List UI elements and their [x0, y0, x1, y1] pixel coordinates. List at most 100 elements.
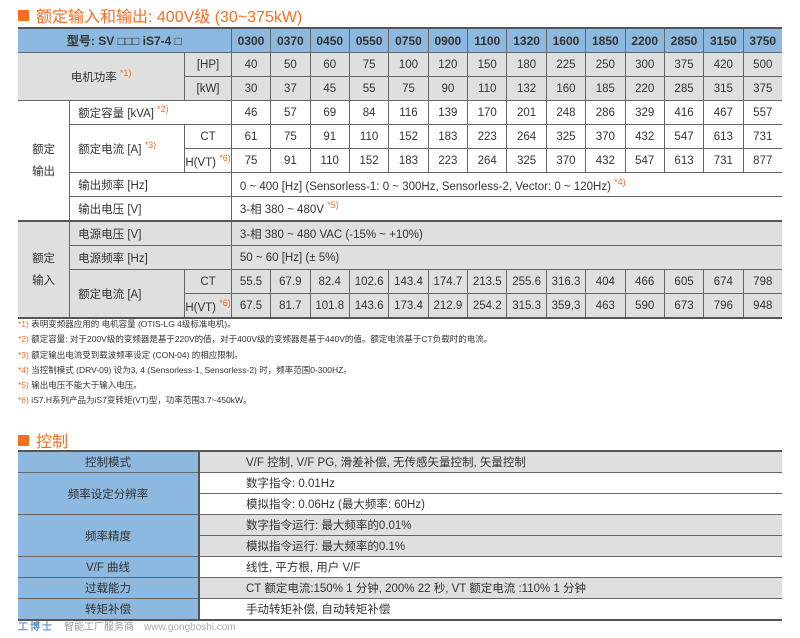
data-cell: 212.9: [427, 293, 469, 319]
data-cell: 796: [703, 293, 744, 319]
data-cell: 183: [427, 124, 469, 149]
watermark-brand: 工博士: [18, 622, 54, 633]
input-frequency-value-text: 50 ~ 60 [Hz] (± 5%): [239, 251, 340, 264]
section-title-text: 额定输入和输出: 400V级 (30~375kW): [36, 9, 303, 26]
row-kva: 额定 输出 额定容量 [kVA] *2) 46 57 69 84 116 139 170 201 24…: [18, 100, 782, 222]
data-cell: 201: [506, 100, 547, 125]
data-cell: 467: [703, 100, 744, 125]
input-current-label: 额定电流 [A]: [69, 269, 186, 319]
footnote-mark: *6): [219, 152, 231, 163]
watermark-logo: 工博士 智能工厂服务商 www.gongboshi.com: [18, 622, 236, 634]
footnote-mark: *6): [18, 395, 29, 406]
footnote-mark: *4): [18, 364, 29, 375]
data-cell: 91: [270, 148, 311, 173]
data-cell: 286: [585, 100, 626, 125]
input-voltage-value-text: 3-相 380 ~ 480 VAC (-15% ~ +10%): [239, 228, 423, 241]
footnote: *5) 输出电压不能大于输入电压。: [18, 378, 492, 393]
data-cell: 325: [506, 148, 547, 173]
data-cell: 315: [703, 76, 744, 101]
data-cell: 225: [545, 52, 587, 77]
control-row: 转矩补偿 手动转矩补偿, 自动转矩补偿: [18, 598, 782, 621]
model-header: 0450: [309, 27, 350, 53]
rating-table: 型号: SV □□□ iS7-4 □ 0300 0370 0450 0550 0750 09…: [18, 27, 782, 319]
data-cell: 798: [742, 269, 782, 294]
data-cell: 110: [348, 124, 390, 149]
data-cell: 315.3: [506, 293, 547, 319]
footnote-mark: *5): [327, 200, 339, 211]
group-line: 输入: [32, 274, 56, 287]
data-cell: 370: [585, 124, 626, 149]
footnote: *6) iS7.H系列产品为iS7变转矩(VT)型，功率范围3.7~450kW。: [18, 393, 492, 408]
output-current-label: 额定电流 [A] *3): [69, 124, 186, 173]
data-cell: 500: [742, 52, 782, 77]
data-cell: 69: [309, 100, 350, 125]
model-label: 型号: SV □□□ iS7-4 □: [18, 27, 232, 53]
data-cell: 466: [624, 269, 665, 294]
data-cell: 613: [703, 124, 744, 149]
square-bullet-icon: [18, 9, 29, 21]
data-cell: 254.2: [467, 293, 508, 319]
data-cell: 67.5: [230, 293, 272, 319]
data-cell: 605: [663, 269, 705, 294]
data-cell: 101.8: [309, 293, 350, 319]
model-header: 0370: [270, 27, 311, 53]
footnote-text: 额定容量: 对于200V级的变频器是基于220V的值，对于400V级的变频器是基…: [31, 334, 493, 345]
data-cell: 432: [585, 148, 626, 173]
data-cell: 547: [624, 148, 665, 173]
row-out-ct: 额定电流 [A] *3) CT 61 75 91 110 152 183 223 264 325 37…: [18, 124, 782, 173]
output-current-label-text: 额定电流 [A]: [78, 143, 142, 156]
control-value: 手动转矩补偿, 自动转矩补偿: [199, 598, 782, 621]
vt-label-text: H(VT): [185, 301, 216, 314]
vt-label-text: H(VT): [185, 156, 216, 169]
control-row: 频率精度 数字指令运行: 最大频率的0.01%: [18, 514, 782, 557]
watermark-url: www.gongboshi.com: [144, 622, 236, 633]
data-cell: 674: [703, 269, 744, 294]
data-cell: 329: [624, 100, 665, 125]
data-cell: 185: [585, 76, 626, 101]
data-cell: 139: [427, 100, 469, 125]
footnote-mark: *1): [18, 319, 29, 329]
model-header: 3150: [703, 27, 744, 53]
data-cell: 81.7: [270, 293, 311, 319]
data-cell: 55: [348, 76, 390, 101]
square-bullet-icon: [18, 434, 29, 446]
vt-label: H(VT) *6): [184, 148, 232, 173]
data-cell: 55.5: [230, 269, 272, 294]
data-cell: 75: [270, 124, 311, 149]
output-voltage-label-text: 输出电压 [V]: [78, 203, 142, 216]
footnote: *4) 当控制模式 (DRV-09) 设为3, 4 (Sensorless-1,…: [18, 363, 492, 378]
row-kw: [kW] 30 37 45 55 75 90 110 132 160 185 220 285 315 375: [18, 76, 782, 101]
footnote-mark: *2): [18, 334, 29, 345]
output-voltage-label: 输出电压 [V]: [69, 196, 232, 222]
data-cell: 110: [309, 148, 350, 173]
output-frequency-label: 输出频率 [Hz]: [69, 172, 232, 197]
input-voltage-label: 电源电压 [V]: [69, 220, 232, 246]
model-header: 1600: [545, 27, 587, 53]
output-voltage-value: 3-相 380 ~ 480V *5): [230, 196, 782, 222]
data-cell: 255.6: [506, 269, 547, 294]
footnote-text: 表明变频器应用的 电机容量 (OTIS-LG 4级标准电机)。: [31, 319, 236, 329]
data-cell: 102.6: [348, 269, 390, 294]
data-cell: 264: [467, 148, 508, 173]
footnote-mark: *5): [18, 380, 29, 391]
data-cell: 316.3: [545, 269, 587, 294]
model-header: 0900: [427, 27, 469, 53]
data-cell: 37: [270, 76, 311, 101]
input-frequency-label: 电源频率 [Hz]: [69, 245, 232, 270]
data-cell: 325: [545, 124, 587, 149]
model-header: 0750: [388, 27, 429, 53]
output-frequency-value: 0 ~ 400 [Hz] (Sensorless-1: 0 ~ 300Hz, S…: [230, 172, 782, 197]
capacity-label: 额定容量 [kVA] *2): [69, 100, 232, 125]
model-header: 3750: [742, 27, 782, 53]
data-cell: 116: [388, 100, 429, 125]
header-row: 型号: SV □□□ iS7-4 □ 0300 0370 0450 0550 0750 09…: [18, 27, 782, 53]
row-out-volt: 输出电压 [V] 3-相 380 ~ 480V *5): [18, 196, 782, 222]
input-voltage-label-text: 电源电压 [V]: [78, 228, 142, 241]
row-out-freq: 输出频率 [Hz] 0 ~ 400 [Hz] (Sensorless-1: 0 ~…: [18, 172, 782, 197]
data-cell: 250: [585, 52, 626, 77]
data-cell: 84: [348, 100, 390, 125]
row-hp: 电机功率 *1) [HP] 40 50 60 75 100 120 150 180 225 250 30…: [18, 52, 782, 101]
control-row: V/F 曲线 线性, 平方根, 用户 V/F: [18, 556, 782, 578]
output-voltage-value-text: 3-相 380 ~ 480V: [239, 203, 324, 216]
section-title-text: 控制: [36, 434, 69, 451]
